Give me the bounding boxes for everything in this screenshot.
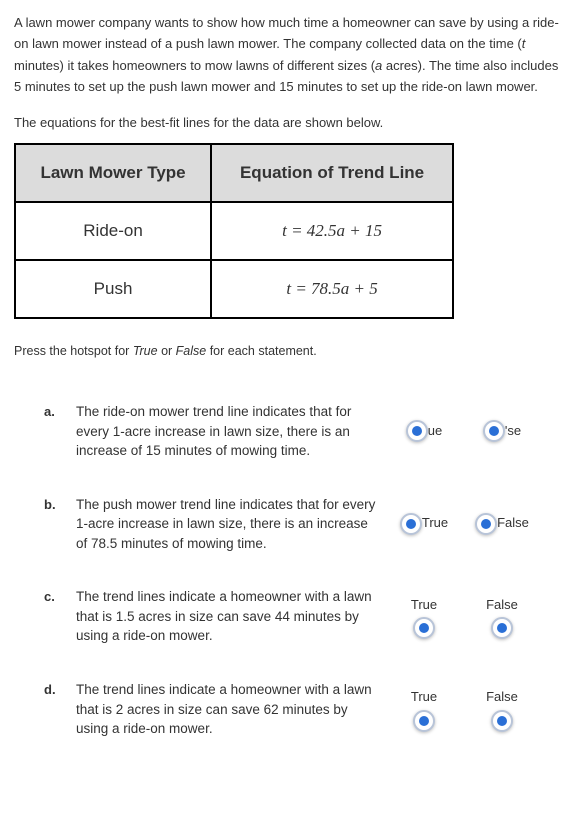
table-cell-type: Push [15, 260, 211, 318]
false-radio[interactable] [475, 513, 497, 535]
true-radio[interactable] [413, 710, 435, 732]
subheading: The equations for the best-fit lines for… [14, 112, 568, 133]
radio-dot-icon [497, 716, 507, 726]
table-header-type: Lawn Mower Type [15, 144, 211, 202]
question-letter: b. [44, 495, 68, 515]
false-choice: False [467, 594, 537, 640]
false-radio[interactable] [491, 617, 513, 639]
question-row: a. The ride-on mower trend line indicates… [44, 402, 568, 461]
true-label: True [422, 512, 448, 533]
question-row: c. The trend lines indicate a homeowner w… [44, 587, 568, 646]
radio-dot-icon [412, 426, 422, 436]
question-letter: c. [44, 587, 68, 607]
radio-dot-icon [481, 519, 491, 529]
intro-paragraph: A lawn mower company wants to show how m… [14, 12, 568, 98]
radio-dot-icon [497, 623, 507, 633]
question-text: The ride-on mower trend line indicates t… [76, 402, 381, 461]
question-letter: d. [44, 680, 68, 700]
true-choice: ue [389, 420, 459, 443]
table-header-equation: Equation of Trend Line [211, 144, 453, 202]
instructions: Press the hotspot for True or False for … [14, 341, 568, 362]
question-row: b. The push mower trend line indicates th… [44, 495, 568, 554]
false-choice: False [467, 686, 537, 732]
radio-dot-icon [419, 716, 429, 726]
true-choice: True [389, 686, 459, 732]
question-text: The push mower trend line indicates that… [76, 495, 381, 554]
false-choice: False [467, 512, 537, 535]
false-label: 'se [505, 420, 521, 441]
false-label: False [467, 686, 537, 707]
true-radio[interactable] [406, 420, 428, 442]
radio-dot-icon [406, 519, 416, 529]
trend-table: Lawn Mower Type Equation of Trend Line R… [14, 143, 454, 319]
true-label: ue [428, 420, 442, 441]
question-letter: a. [44, 402, 68, 422]
table-cell-type: Ride-on [15, 202, 211, 260]
table-cell-equation: t = 42.5a + 15 [211, 202, 453, 260]
false-radio[interactable] [491, 710, 513, 732]
question-row: d. The trend lines indicate a homeowner w… [44, 680, 568, 739]
false-radio[interactable] [483, 420, 505, 442]
true-label: True [389, 686, 459, 707]
true-label: True [389, 594, 459, 615]
question-text: The trend lines indicate a homeowner wit… [76, 680, 381, 739]
table-cell-equation: t = 78.5a + 5 [211, 260, 453, 318]
radio-dot-icon [419, 623, 429, 633]
table-row: Push t = 78.5a + 5 [15, 260, 453, 318]
false-choice: 'se [467, 420, 537, 443]
false-label: False [467, 594, 537, 615]
true-choice: True [389, 594, 459, 640]
true-radio[interactable] [413, 617, 435, 639]
true-radio[interactable] [400, 513, 422, 535]
false-label: False [497, 512, 529, 533]
radio-dot-icon [489, 426, 499, 436]
table-row: Ride-on t = 42.5a + 15 [15, 202, 453, 260]
questions-list: a. The ride-on mower trend line indicates… [14, 402, 568, 739]
true-choice: True [389, 512, 459, 535]
question-text: The trend lines indicate a homeowner wit… [76, 587, 381, 646]
